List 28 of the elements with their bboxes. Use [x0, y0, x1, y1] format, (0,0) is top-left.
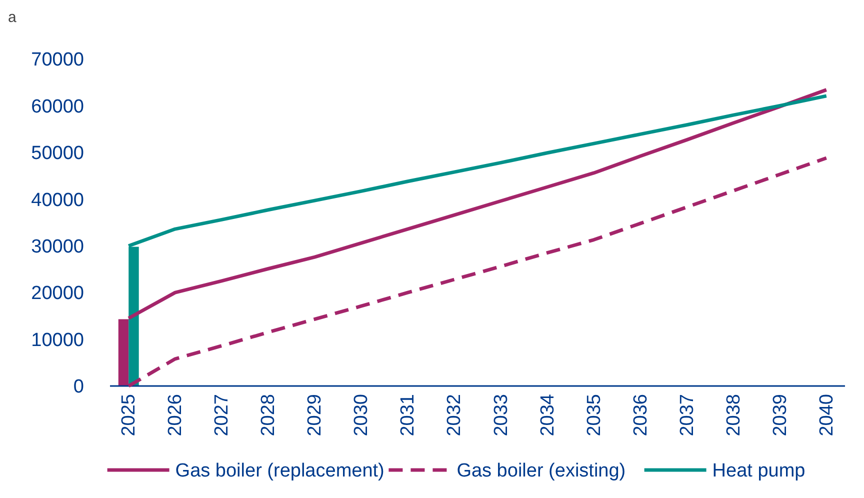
x-tick-label: 2030: [351, 394, 372, 436]
x-tick-label: 2038: [723, 394, 744, 436]
y-tick-label: 40000: [31, 190, 84, 211]
x-tick-label: 2025: [118, 394, 140, 436]
text: a: [8, 9, 17, 26]
legend-label: Gas boiler (replacement): [175, 460, 384, 482]
x-tick-label: 2036: [630, 394, 652, 436]
legend-label: Heat pump: [712, 460, 806, 482]
x-tick-label: 2031: [398, 394, 419, 436]
x-tick-label: 2028: [258, 394, 280, 436]
y-tick-label: 10000: [31, 330, 84, 351]
legend-label: Gas boiler (existing): [456, 460, 626, 482]
y-tick-label: 70000: [31, 50, 84, 71]
x-tick-label: 2027: [212, 394, 233, 436]
x-tick-label: 2037: [676, 394, 698, 436]
y-tick-label: 20000: [31, 283, 84, 304]
x-tick-label: 2039: [770, 394, 791, 436]
x-tick-label: 2035: [584, 394, 605, 436]
x-tick-label: 2040: [816, 394, 838, 436]
x-tick-label: 2033: [490, 394, 512, 436]
y-tick-label: 60000: [31, 96, 84, 118]
y-tick-label: 30000: [31, 236, 84, 258]
x-tick-label: 2026: [165, 394, 186, 436]
x-tick-label: 2032: [444, 394, 466, 436]
y-tick-label: 0: [73, 376, 84, 398]
x-tick-label: 2029: [304, 394, 326, 436]
y-tick-label: 50000: [31, 143, 84, 164]
x-tick-label: 2034: [537, 394, 558, 436]
